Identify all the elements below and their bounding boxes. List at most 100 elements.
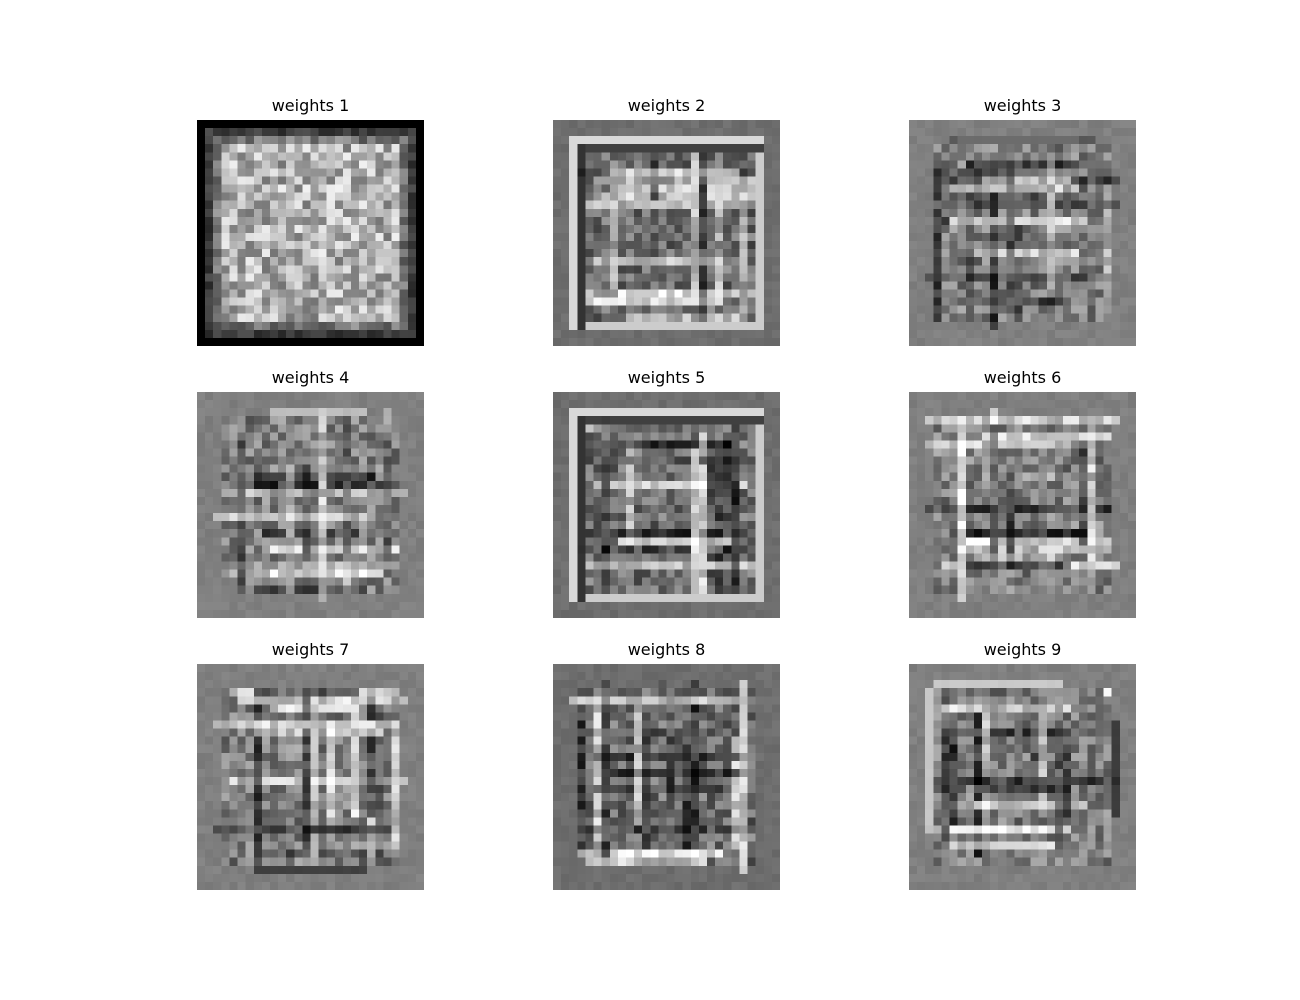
heatmap-cell <box>1071 305 1080 314</box>
heatmap-cell <box>642 128 651 137</box>
heatmap-cell <box>973 192 983 201</box>
heatmap-cell <box>326 321 335 331</box>
heatmap-cell <box>617 208 627 218</box>
heatmap-cell <box>1014 241 1023 250</box>
heatmap-cell <box>278 440 287 449</box>
heatmap-cell <box>253 488 263 498</box>
heatmap-cell <box>342 297 352 306</box>
heatmap-cell <box>359 120 368 129</box>
heatmap-cell <box>707 136 716 145</box>
heatmap-cell <box>415 448 424 457</box>
heatmap-cell <box>1054 337 1064 346</box>
panel-title: weights 7 <box>271 640 350 659</box>
heatmap-cell <box>658 440 667 449</box>
heatmap-cell <box>609 456 619 465</box>
heatmap-cell <box>383 176 392 185</box>
heatmap-cell <box>909 337 918 346</box>
heatmap-cell <box>1006 329 1015 339</box>
heatmap-cell <box>407 496 417 506</box>
heatmap-cell <box>1038 432 1047 441</box>
heatmap-cell <box>359 696 368 705</box>
heatmap-cell <box>1038 488 1047 498</box>
heatmap-cell <box>755 537 764 546</box>
heatmap-cell <box>253 545 263 554</box>
heatmap-cell <box>973 432 983 441</box>
heatmap-cell <box>253 200 263 209</box>
heatmap-cell <box>278 281 287 290</box>
heatmap-cell <box>658 400 667 409</box>
heatmap-cell <box>925 561 934 570</box>
heatmap-cell <box>771 440 780 449</box>
heatmap-cell <box>747 505 756 514</box>
heatmap-cell <box>367 728 376 737</box>
heatmap-cell <box>933 488 942 498</box>
heatmap-cell <box>585 265 594 274</box>
heatmap-cell <box>221 289 230 298</box>
heatmap-cell <box>763 241 773 250</box>
heatmap-cell <box>375 432 384 441</box>
heatmap-cell <box>1014 257 1023 266</box>
heatmap-cell <box>1079 392 1088 401</box>
heatmap-cell <box>205 688 214 697</box>
heatmap-cell <box>949 224 958 234</box>
heatmap-cell <box>221 513 230 522</box>
heatmap-cell <box>399 297 408 306</box>
heatmap-cell <box>245 416 254 425</box>
heatmap-cell <box>1030 233 1039 242</box>
heatmap-cell <box>933 184 942 193</box>
heatmap-cell <box>698 120 708 129</box>
heatmap-cell <box>367 184 376 193</box>
heatmap-cell <box>553 128 562 137</box>
heatmap-cell <box>723 152 732 161</box>
heatmap-cell <box>965 128 975 137</box>
heatmap-cell <box>593 416 602 425</box>
heatmap-cell <box>601 400 610 409</box>
heatmap-cell <box>359 480 368 490</box>
heatmap-cell <box>1127 505 1136 514</box>
heatmap-cell <box>747 521 756 530</box>
heatmap-cell <box>391 297 400 306</box>
heatmap-cell <box>917 513 926 522</box>
heatmap-cell <box>925 297 934 306</box>
heatmap-cell <box>731 537 740 546</box>
heatmap-cell <box>1119 400 1129 409</box>
heatmap-cell <box>957 472 966 481</box>
heatmap-cell <box>1006 392 1015 401</box>
heatmap-cell <box>634 224 643 234</box>
heatmap-cell <box>981 521 991 530</box>
heatmap-cell <box>739 545 748 554</box>
heatmap-cell <box>205 289 214 298</box>
heatmap-cell <box>973 545 983 554</box>
heatmap-cell <box>682 321 691 331</box>
heatmap-cell <box>561 472 570 481</box>
heatmap-cell <box>601 160 610 169</box>
heatmap-cell <box>1127 176 1136 185</box>
heatmap-cell <box>763 456 773 465</box>
heatmap-cell <box>1087 321 1096 331</box>
heatmap-cell <box>286 200 295 209</box>
heatmap-cell <box>601 241 610 250</box>
heatmap-cell <box>642 144 651 153</box>
heatmap-cell <box>375 480 384 490</box>
heatmap-cell <box>634 168 643 177</box>
heatmap-cell <box>237 537 246 546</box>
heatmap-cell <box>577 273 586 282</box>
heatmap-cell <box>941 120 950 129</box>
heatmap-cell <box>253 529 263 538</box>
heatmap-cell <box>965 561 975 570</box>
heatmap-cell <box>1127 488 1136 498</box>
heatmap-cell <box>278 233 287 242</box>
panel-title: weights 3 <box>983 96 1062 115</box>
heatmap-cell <box>933 120 942 129</box>
heatmap-cell <box>351 160 360 169</box>
heatmap-cell <box>261 569 271 578</box>
heatmap-cell <box>707 456 716 465</box>
heatmap-cell <box>731 392 740 401</box>
heatmap-cell <box>294 233 303 242</box>
heatmap-cell <box>715 448 724 457</box>
heatmap-cell <box>642 224 651 234</box>
heatmap-cell <box>723 408 732 417</box>
heatmap-cell <box>1127 537 1136 546</box>
heatmap-cell <box>383 488 392 498</box>
heatmap-cell <box>399 585 408 594</box>
